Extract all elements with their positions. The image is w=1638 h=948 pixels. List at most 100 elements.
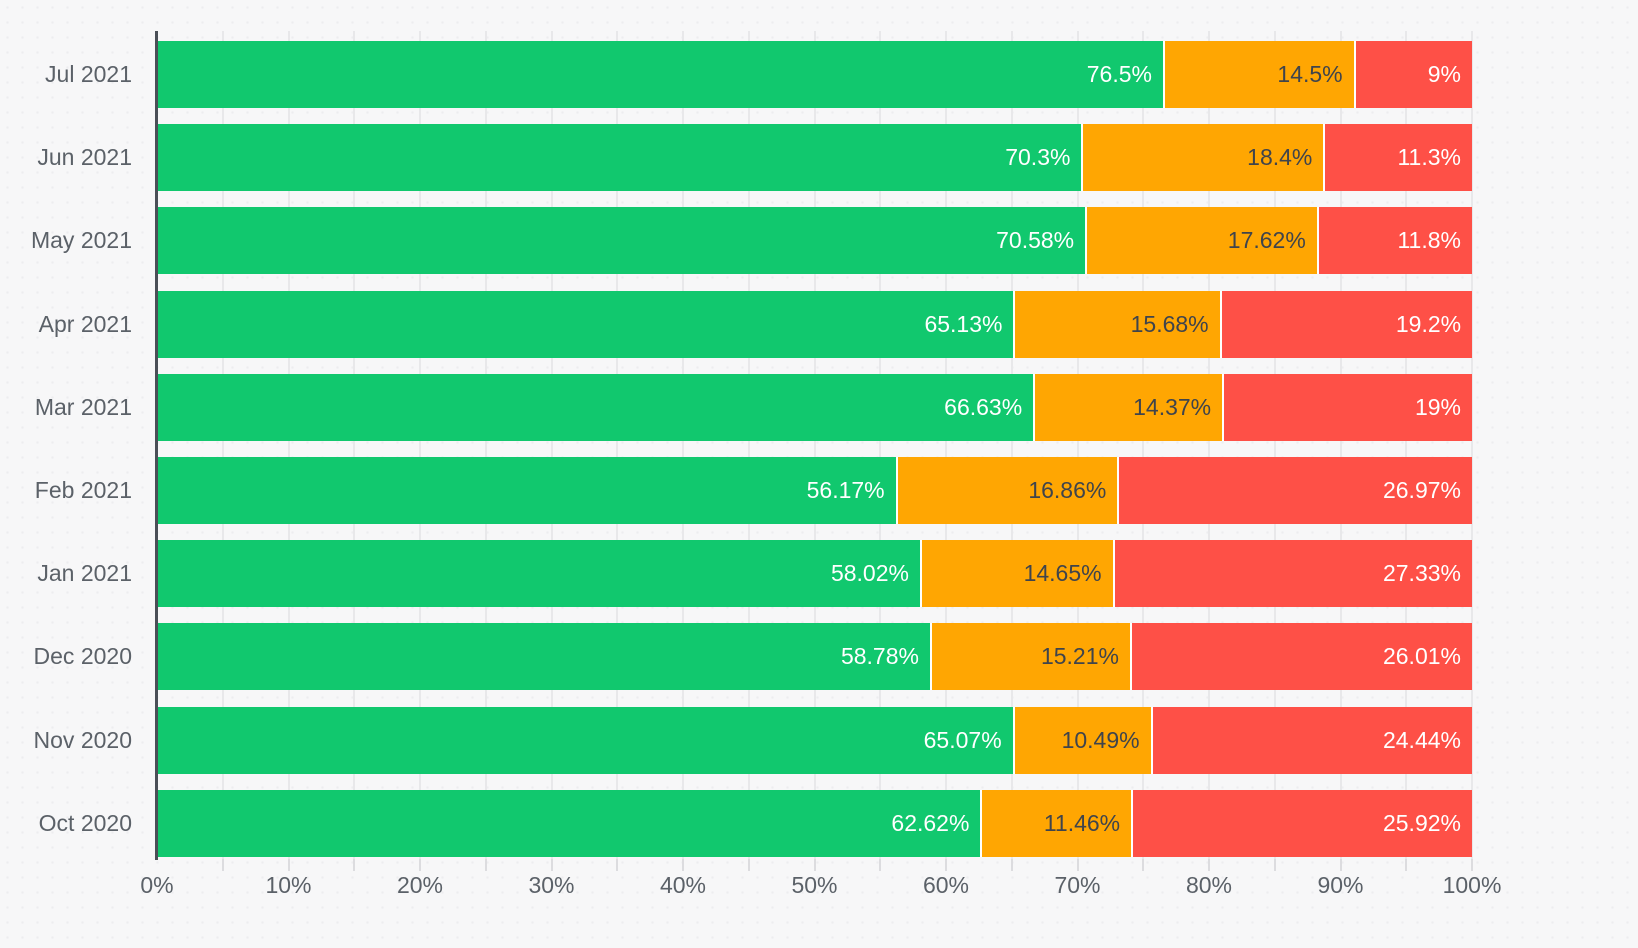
gridline — [813, 31, 816, 859]
gridline — [1142, 31, 1145, 859]
axis-tick — [747, 859, 750, 871]
bar-value-label: 17.62% — [1227, 227, 1306, 254]
x-tick-label: 0% — [140, 872, 174, 898]
category-label: May 2021 — [30, 227, 132, 254]
bar-row: 70.58% 17.62% 11.8% — [157, 207, 1472, 275]
axis-tick — [550, 859, 553, 871]
x-tick-label: 90% — [1317, 872, 1364, 898]
axis-tick — [419, 859, 421, 871]
bar-segment-red[interactable]: 24.44% — [1150, 706, 1472, 774]
x-tick-label: 40% — [659, 872, 707, 898]
bar-row: 66.63% 14.37% 19% — [157, 373, 1472, 441]
bar-segment-green[interactable]: 58.02% — [157, 540, 920, 608]
gridline — [484, 31, 487, 859]
bar-row: 56.17% 16.86% 26.97% — [157, 457, 1472, 524]
bar-value-label: 14.37% — [1133, 393, 1212, 420]
x-tick-label: 60% — [922, 872, 970, 898]
axis-tick — [1010, 859, 1013, 871]
gridline — [879, 31, 882, 859]
axis-tick — [287, 859, 290, 871]
x-tick-label: 10% — [265, 872, 312, 898]
bar-value-label: 56.17% — [806, 477, 885, 503]
axis-tick — [813, 859, 816, 871]
bar-value-label: 65.13% — [924, 310, 1003, 337]
bar-segment-red[interactable]: 19.2% — [1219, 290, 1473, 358]
gridline — [616, 31, 619, 859]
gridline — [747, 31, 750, 859]
y-axis-line — [155, 31, 158, 860]
bar-row: 70.3% 18.4% 11.3% — [157, 124, 1472, 192]
bar-segment-orange[interactable]: 14.5% — [1162, 41, 1354, 108]
category-label: Nov 2020 — [33, 726, 132, 753]
axis-tick — [1142, 859, 1145, 871]
category-label: Jan 2021 — [37, 560, 132, 587]
axis-tick — [945, 859, 947, 871]
axis-tick — [879, 859, 882, 871]
bar-value-label: 66.63% — [944, 393, 1023, 420]
bar-segment-orange[interactable]: 11.46% — [980, 789, 1132, 857]
gridline — [1010, 31, 1013, 859]
bar-value-label: 19% — [1414, 393, 1461, 420]
bar-segment-orange[interactable]: 18.4% — [1081, 124, 1324, 192]
bar-row: 58.02% 14.65% 27.33% — [157, 540, 1472, 608]
bar-value-label: 58.02% — [830, 560, 909, 587]
x-tick-label: 70% — [1054, 872, 1101, 898]
x-tick-label: 30% — [528, 872, 575, 898]
x-tick-label: 50% — [791, 872, 838, 898]
bar-row: 65.07% 10.49% 24.44% — [157, 706, 1472, 774]
bar-row: 76.5% 14.5% 9% — [157, 41, 1472, 108]
bar-segment-green[interactable]: 58.78% — [157, 623, 930, 691]
bar-segment-red[interactable]: 9% — [1353, 41, 1472, 108]
bar-value-label: 24.44% — [1382, 726, 1461, 753]
bar-segment-red[interactable]: 26.97% — [1117, 457, 1472, 524]
bar-value-label: 27.33% — [1382, 560, 1461, 587]
gridline — [353, 31, 356, 859]
bar-segment-orange[interactable]: 10.49% — [1012, 706, 1151, 774]
bar-segment-orange[interactable]: 15.21% — [929, 623, 1130, 691]
bar-value-label: 14.65% — [1023, 560, 1102, 587]
bar-segment-red[interactable]: 27.33% — [1112, 540, 1472, 608]
bar-segment-red[interactable]: 11.8% — [1316, 207, 1472, 275]
bar-value-label: 9% — [1427, 61, 1461, 87]
x-tick-label: 100% — [1442, 872, 1502, 898]
bar-value-label: 16.86% — [1028, 477, 1107, 503]
bar-segment-orange[interactable]: 17.62% — [1085, 207, 1317, 275]
bar-segment-orange[interactable]: 14.37% — [1033, 373, 1223, 441]
axis-tick — [1405, 859, 1408, 871]
gridline — [287, 31, 290, 859]
bar-segment-red[interactable]: 19% — [1222, 373, 1472, 441]
bar-segment-green[interactable]: 62.62% — [157, 789, 981, 857]
bar-row: 58.78% 15.21% 26.01% — [157, 623, 1472, 691]
bar-value-label: 19.2% — [1395, 310, 1462, 337]
bar-segment-green[interactable]: 76.5% — [157, 41, 1163, 108]
bar-segment-green[interactable]: 70.3% — [157, 124, 1082, 192]
bar-segment-orange[interactable]: 16.86% — [895, 457, 1118, 524]
bar-segment-green[interactable]: 66.63% — [157, 373, 1034, 441]
bar-segment-green[interactable]: 65.07% — [157, 706, 1013, 774]
axis-tick — [1339, 859, 1342, 871]
bar-segment-green[interactable]: 70.58% — [157, 207, 1086, 275]
bar-segment-red[interactable]: 11.3% — [1323, 124, 1472, 192]
gridline — [221, 31, 224, 859]
axis-tick — [1273, 859, 1276, 871]
bar-segment-orange[interactable]: 14.65% — [919, 540, 1113, 608]
category-label: Mar 2021 — [34, 393, 132, 420]
gridline — [1273, 31, 1276, 859]
bar-value-label: 58.78% — [840, 643, 919, 670]
axis-tick — [1208, 859, 1210, 871]
bar-segment-green[interactable]: 65.13% — [157, 290, 1014, 358]
bar-value-label: 15.21% — [1040, 643, 1119, 670]
bar-value-label: 70.58% — [996, 227, 1075, 254]
bar-value-label: 11.3% — [1397, 144, 1461, 171]
bar-value-label: 14.5% — [1277, 61, 1343, 87]
bar-segment-red[interactable]: 26.01% — [1129, 623, 1472, 691]
category-label: Feb 2021 — [34, 477, 132, 503]
axis-tick — [221, 859, 224, 871]
bar-segment-green[interactable]: 56.17% — [157, 457, 896, 524]
x-tick-label: 80% — [1185, 872, 1233, 898]
bar-value-label: 25.92% — [1382, 809, 1461, 836]
gridline — [682, 31, 684, 859]
bar-segment-red[interactable]: 25.92% — [1131, 789, 1472, 857]
bar-segment-orange[interactable]: 15.68% — [1013, 290, 1220, 358]
